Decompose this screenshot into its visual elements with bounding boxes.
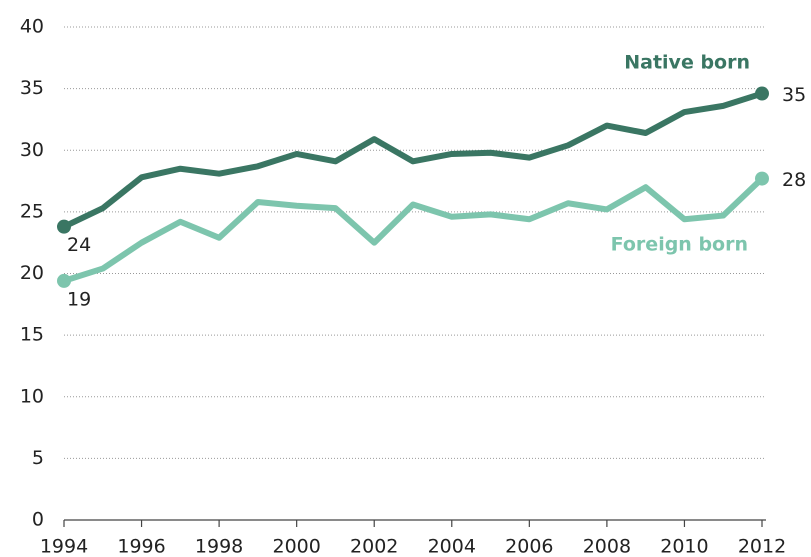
x-tick-label: 2006 bbox=[505, 536, 553, 557]
x-tick-label: 1994 bbox=[40, 536, 88, 557]
y-tick-label: 35 bbox=[20, 77, 44, 99]
value-label: 19 bbox=[67, 288, 91, 310]
series-line bbox=[62, 90, 763, 230]
series-line bbox=[63, 176, 765, 284]
y-tick-label: 0 bbox=[32, 509, 44, 531]
y-tick-label: 15 bbox=[20, 324, 44, 346]
y-tick-label: 30 bbox=[20, 139, 44, 161]
x-tick-label: 1996 bbox=[117, 536, 165, 557]
value-label: 35 bbox=[782, 84, 806, 106]
x-tick-label: 2012 bbox=[738, 536, 786, 557]
y-tick-label: 25 bbox=[20, 200, 44, 222]
end-point bbox=[57, 219, 71, 234]
value-label: 24 bbox=[67, 234, 91, 256]
y-tick-label: 20 bbox=[20, 262, 44, 284]
x-tick-label: 2004 bbox=[428, 536, 476, 557]
x-tick-label: 2010 bbox=[660, 536, 708, 557]
series-label: Native born bbox=[624, 52, 750, 74]
x-tick-label: 1998 bbox=[195, 536, 243, 557]
end-point bbox=[57, 273, 71, 288]
y-tick-label: 40 bbox=[20, 16, 44, 38]
y-tick-label: 10 bbox=[20, 385, 44, 407]
value-label: 28 bbox=[782, 169, 806, 191]
y-tick-label: 5 bbox=[32, 447, 44, 469]
x-tick-label: 2008 bbox=[583, 536, 631, 557]
end-point bbox=[755, 171, 769, 186]
series-label: Foreign born bbox=[611, 234, 748, 256]
x-tick-label: 2002 bbox=[350, 536, 398, 557]
x-tick-label: 2000 bbox=[272, 536, 320, 557]
end-point bbox=[755, 86, 769, 101]
